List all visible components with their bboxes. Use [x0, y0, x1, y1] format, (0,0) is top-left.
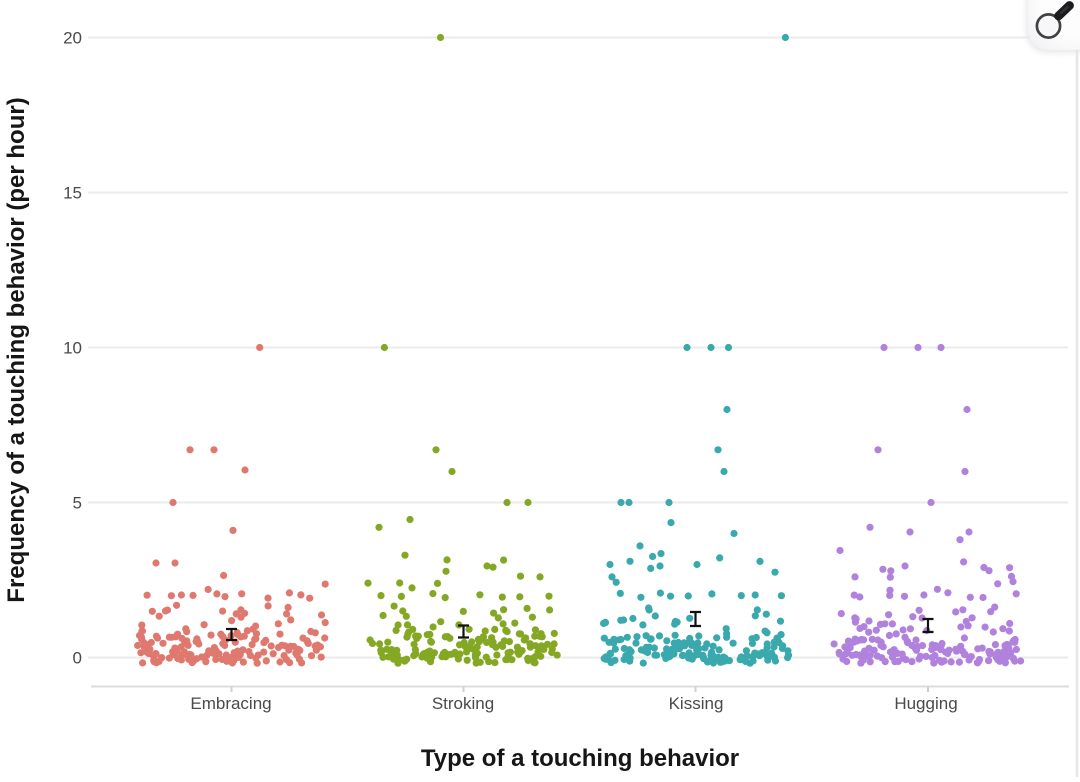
svg-text:Kissing: Kissing [669, 694, 724, 713]
svg-text:15: 15 [63, 184, 82, 203]
svg-text:Type of a touching behavior: Type of a touching behavior [421, 745, 739, 772]
svg-text:20: 20 [63, 29, 82, 48]
svg-text:Frequency of a touching behavi: Frequency of a touching behavior (per ho… [3, 97, 30, 602]
svg-text:Hugging: Hugging [894, 694, 957, 713]
svg-text:Embracing: Embracing [190, 694, 271, 713]
svg-text:0: 0 [73, 649, 82, 668]
svg-text:5: 5 [73, 494, 82, 513]
svg-text:10: 10 [63, 339, 82, 358]
svg-text:Stroking: Stroking [432, 694, 494, 713]
